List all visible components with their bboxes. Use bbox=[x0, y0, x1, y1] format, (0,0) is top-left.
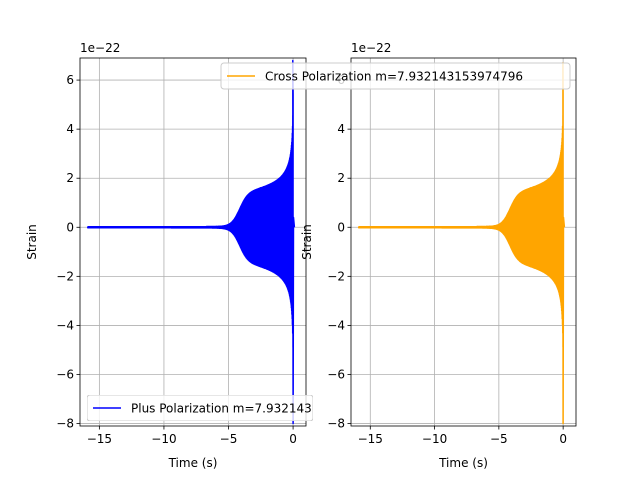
axes-frame bbox=[79, 57, 307, 427]
x-tick-label: −10 bbox=[422, 432, 447, 446]
waveform-line bbox=[357, 62, 566, 425]
y-tick-label: 2 bbox=[66, 171, 74, 185]
y-axis-label: Strain bbox=[25, 224, 39, 260]
y-axis-label: Strain bbox=[300, 224, 314, 260]
y-tick-label: 4 bbox=[337, 122, 345, 136]
x-tick-label: −5 bbox=[220, 432, 238, 446]
y-offset-label: 1e−22 bbox=[80, 41, 120, 55]
axes-frame bbox=[350, 57, 577, 427]
x-axis-label: Time (s) bbox=[438, 456, 488, 470]
plus-polarization-waveform bbox=[86, 59, 296, 425]
x-axis-label: Time (s) bbox=[168, 456, 218, 470]
y-tick-label: −6 bbox=[56, 367, 74, 381]
x-tick-label: −10 bbox=[151, 432, 176, 446]
y-tick-label: −2 bbox=[327, 269, 345, 283]
cross-polarization-legend: Cross Polarization m=7.932143153974796 bbox=[220, 62, 571, 90]
x-tick-label: −15 bbox=[358, 432, 383, 446]
legend-box bbox=[220, 62, 571, 90]
y-tick-label: −8 bbox=[327, 417, 345, 431]
y-tick-label: 6 bbox=[66, 73, 74, 87]
cross-polarization-waveform bbox=[357, 62, 566, 425]
plus-polarization-panel: −15 −10 −5 0 −8 −6 −4 −2 0 2 4 6 1e−22 Time (s) Str… bbox=[25, 41, 307, 470]
y-tick-label: −4 bbox=[56, 318, 74, 332]
axis-ticks: −15 −10 −5 0 −8 −6 −4 −2 0 2 4 6 bbox=[56, 73, 297, 446]
y-tick-label: −4 bbox=[327, 318, 345, 332]
plus-polarization-legend: Plus Polarization m=7.932143153974796 bbox=[87, 395, 381, 421]
legend-label-plus: Plus Polarization m=7.932143153974796 bbox=[131, 402, 381, 416]
y-tick-label: −6 bbox=[327, 367, 345, 381]
legend-label-cross: Cross Polarization m=7.932143153974796 bbox=[265, 70, 523, 84]
y-tick-label: 0 bbox=[337, 220, 345, 234]
x-tick-label: −5 bbox=[490, 432, 508, 446]
x-tick-label: 0 bbox=[559, 432, 567, 446]
y-tick-label: −8 bbox=[56, 417, 74, 431]
y-tick-label: 2 bbox=[337, 171, 345, 185]
y-tick-label: 0 bbox=[66, 220, 74, 234]
y-offset-label: 1e−22 bbox=[351, 41, 391, 55]
y-tick-label: 4 bbox=[66, 122, 74, 136]
legend-box bbox=[87, 395, 313, 421]
x-tick-label: −15 bbox=[87, 432, 112, 446]
y-tick-label: −2 bbox=[56, 269, 74, 283]
x-tick-label: 0 bbox=[289, 432, 297, 446]
waveform-line bbox=[86, 59, 296, 425]
